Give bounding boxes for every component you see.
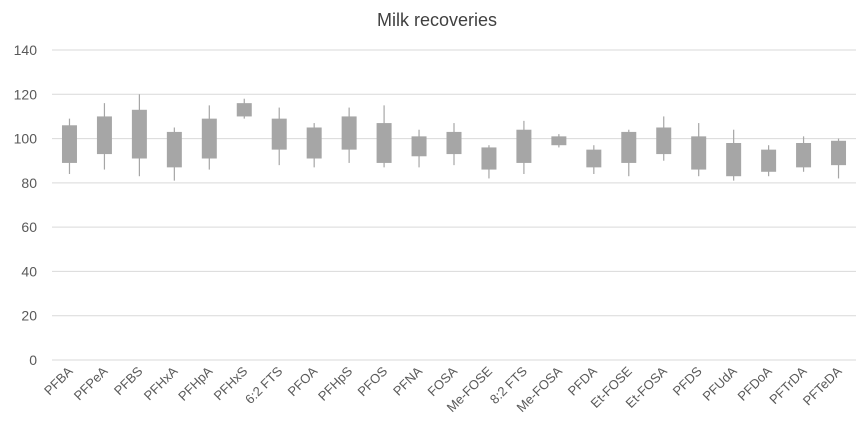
x-tick-label: PFHpS [315,363,355,403]
box-rect [726,143,742,177]
y-tick-label: 40 [21,263,37,279]
y-tick-label: 0 [29,352,37,368]
y-tick-label: 100 [14,131,38,147]
box-item [656,116,672,161]
box-rect [796,143,812,168]
box-rect [306,127,322,159]
box-item [481,145,497,179]
box-rect [341,116,357,150]
box-item [61,118,77,174]
box-rect [411,136,427,157]
box-rect [691,136,707,170]
box-rect [61,125,77,163]
box-rect [271,118,287,150]
x-tick-label: 6:2 FTS [242,363,286,407]
box-rect [131,109,147,159]
box-item [96,103,112,170]
box-rect [831,140,847,166]
chart-title: Milk recoveries [377,10,497,30]
box-item [341,107,357,163]
box-item [796,136,812,172]
box-item [586,145,602,174]
box-rect [376,123,392,163]
box-item [131,94,147,177]
box-item [271,107,287,166]
x-tick-label: PFPeA [71,363,111,403]
x-tick-label: PFTeDA [800,363,845,408]
y-tick-label: 140 [14,42,38,58]
box-rect [96,116,112,155]
box-item [376,105,392,168]
box-item [551,134,567,148]
x-tick-label: PFUdA [700,363,740,403]
box-item [446,123,462,166]
box-item [761,145,777,177]
box-rect [621,131,637,163]
y-axis-ticks: 0 20 40 60 80 100 120 140 [14,42,38,368]
box-rect [516,129,532,163]
x-tick-label: PFOS [355,363,391,399]
box-rect [481,147,497,170]
box-rect [586,149,602,168]
y-tick-label: 120 [14,86,38,102]
box-rect [551,136,567,146]
box-item [691,123,707,177]
box-item [831,138,847,179]
y-tick-label: 60 [21,219,37,235]
x-tick-label: PFHpA [175,363,215,403]
box-rect [656,127,672,155]
x-tick-label: PFHxA [141,363,181,403]
box-item [621,129,637,177]
gridlines [52,49,856,361]
y-tick-label: 20 [21,308,37,324]
box-item [236,98,252,119]
box-rect [201,118,217,159]
box-rect [446,131,462,155]
box-item [201,105,217,170]
box-rect [166,131,182,168]
box-item [411,129,427,168]
box-rect [236,103,252,117]
box-item [516,120,532,174]
box-item [306,123,322,168]
boxes [61,94,847,181]
box-rect [761,149,777,172]
box-item [726,129,742,181]
box-item [166,127,182,181]
y-tick-label: 80 [21,175,37,191]
x-tick-label: PFNA [390,363,425,398]
